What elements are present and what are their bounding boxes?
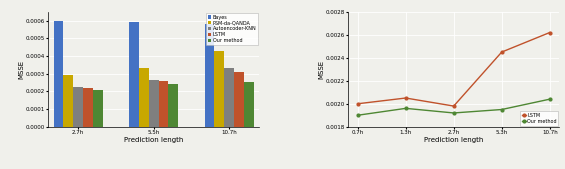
- Legend: LSTM, Our method: LSTM, Our method: [520, 111, 558, 126]
- Bar: [73, 87, 83, 127]
- Bar: [168, 84, 178, 127]
- Y-axis label: MSSE: MSSE: [18, 60, 24, 79]
- Bar: [244, 82, 254, 127]
- Bar: [93, 90, 103, 127]
- Bar: [139, 68, 149, 127]
- Bar: [54, 21, 63, 127]
- Bar: [63, 76, 73, 127]
- LSTM: [354, 103, 361, 105]
- LSTM: [450, 105, 457, 107]
- Y-axis label: MSSE: MSSE: [318, 60, 324, 79]
- Our method: [354, 114, 361, 116]
- Line: Our method: Our method: [357, 98, 551, 117]
- X-axis label: Prediction length: Prediction length: [124, 137, 184, 143]
- Our method: [402, 107, 409, 109]
- LSTM: [498, 51, 505, 53]
- Bar: [214, 51, 224, 127]
- Bar: [159, 81, 168, 127]
- Bar: [129, 22, 139, 127]
- LSTM: [402, 97, 409, 99]
- Legend: Bayes, PSM-da-QANDA, Autoencoder-KNN, LSTM, Our method: Bayes, PSM-da-QANDA, Autoencoder-KNN, LS…: [206, 13, 258, 45]
- Bar: [149, 80, 159, 127]
- LSTM: [546, 31, 553, 33]
- Our method: [498, 108, 505, 111]
- Our method: [450, 112, 457, 114]
- Bar: [224, 68, 234, 127]
- X-axis label: Prediction length: Prediction length: [424, 137, 484, 143]
- Line: LSTM: LSTM: [357, 31, 551, 107]
- Bar: [205, 24, 214, 127]
- Bar: [83, 88, 93, 127]
- Our method: [546, 98, 553, 100]
- Bar: [234, 72, 244, 127]
